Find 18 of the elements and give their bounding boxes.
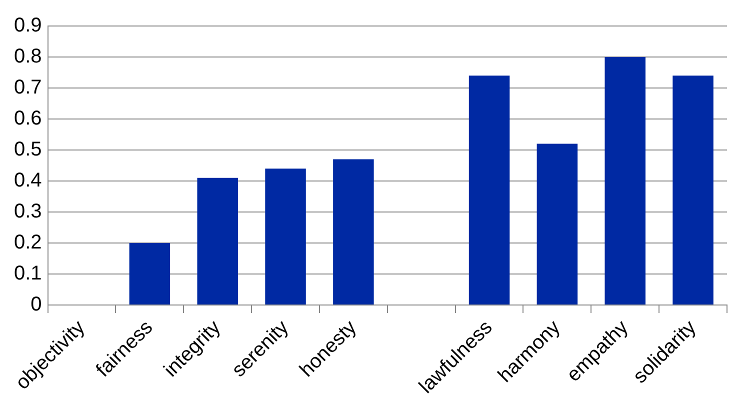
- bar: [536, 144, 578, 304]
- y-tick-label: 0.5: [14, 138, 42, 161]
- bar: [672, 76, 714, 304]
- y-tick-label: 0.6: [14, 108, 42, 130]
- bar: [468, 76, 510, 304]
- bar: [197, 178, 238, 304]
- y-tick-label: 0.3: [14, 200, 42, 223]
- y-tick-label: 0.9: [14, 14, 42, 37]
- y-tick-label: 0.1: [14, 262, 42, 285]
- y-tick-label: 0.8: [14, 46, 42, 68]
- y-tick-label: 0.2: [14, 232, 42, 254]
- y-tick-label: 0.4: [14, 170, 42, 192]
- y-tick-label: 0: [30, 294, 42, 316]
- bar: [265, 168, 306, 304]
- bar: [333, 159, 374, 304]
- y-tick-label: 0.7: [14, 76, 42, 99]
- bar: [129, 243, 170, 304]
- bar: [604, 57, 646, 304]
